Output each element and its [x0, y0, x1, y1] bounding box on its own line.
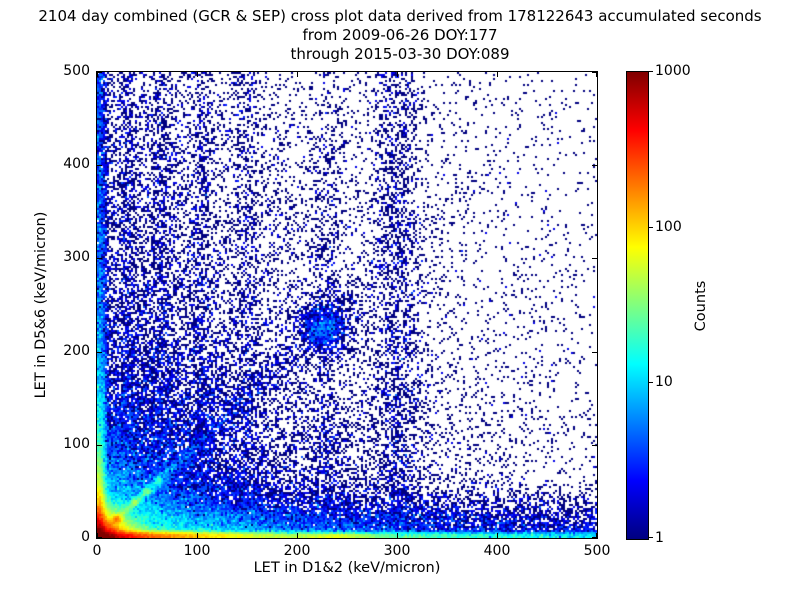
x-tick-label: 100: [183, 543, 211, 559]
chart-title-block: 2104 day combined (GCR & SEP) cross plot…: [0, 7, 800, 64]
x-tick-top: [497, 72, 498, 77]
y-tick: [97, 72, 102, 73]
colorbar-tick: [649, 226, 653, 228]
plot-area: [96, 71, 598, 539]
y-tick: [97, 351, 102, 353]
x-tick: [497, 533, 498, 538]
x-tick-top: [596, 72, 597, 77]
y-tick: [97, 537, 102, 538]
y-tick-label: 400: [63, 156, 90, 173]
x-tick: [397, 533, 398, 538]
y-tick-right: [592, 72, 597, 73]
chart-title-line2: from 2009-06-26 DOY:177: [302, 26, 498, 44]
chart-title-line3: through 2015-03-30 DOY:089: [290, 45, 510, 63]
colorbar: [626, 71, 653, 540]
colorbar-tick: [649, 71, 653, 72]
x-tick-top: [297, 72, 298, 77]
x-tick-label: 300: [383, 543, 411, 559]
colorbar-tick: [649, 382, 653, 384]
colorbar-tick-label: 1000: [655, 63, 691, 79]
x-tick-top: [397, 72, 398, 77]
y-tick: [97, 165, 102, 167]
y-tick-label: 500: [63, 63, 90, 79]
colorbar-tick-label: 1: [655, 530, 664, 546]
chart-title-line1: 2104 day combined (GCR & SEP) cross plot…: [38, 7, 762, 25]
y-tick-label: 200: [63, 342, 90, 359]
y-tick-right: [592, 351, 597, 353]
colorbar-tick-label: 100: [655, 218, 682, 235]
y-tick-right: [592, 258, 597, 260]
x-tick-label: 500: [583, 543, 611, 559]
x-tick-label: 400: [483, 543, 511, 559]
y-tick-right: [592, 537, 597, 538]
y-axis-label: LET in D5&6 (keV/micron): [33, 211, 49, 399]
y-tick-right: [592, 165, 597, 167]
y-tick: [97, 444, 102, 446]
x-axis-label: LET in D1&2 (keV/micron): [253, 560, 441, 576]
histogram-canvas: [97, 72, 597, 538]
x-tick: [97, 533, 98, 538]
x-tick: [297, 533, 298, 538]
y-tick-label: 0: [81, 529, 90, 545]
colorbar-gradient: [626, 71, 649, 540]
x-tick-top: [97, 72, 98, 77]
x-tick-label: 200: [283, 543, 311, 559]
x-tick: [197, 533, 198, 538]
colorbar-tick: [649, 537, 653, 538]
x-tick: [596, 533, 597, 538]
y-tick: [97, 258, 102, 260]
y-tick-label: 100: [63, 435, 90, 452]
x-tick-top: [197, 72, 198, 77]
y-tick-right: [592, 444, 597, 446]
y-tick-label: 300: [63, 249, 90, 266]
colorbar-tick-label: 10: [655, 374, 673, 391]
x-tick-label: 0: [92, 543, 102, 559]
colorbar-axis-label: Counts: [693, 280, 709, 332]
